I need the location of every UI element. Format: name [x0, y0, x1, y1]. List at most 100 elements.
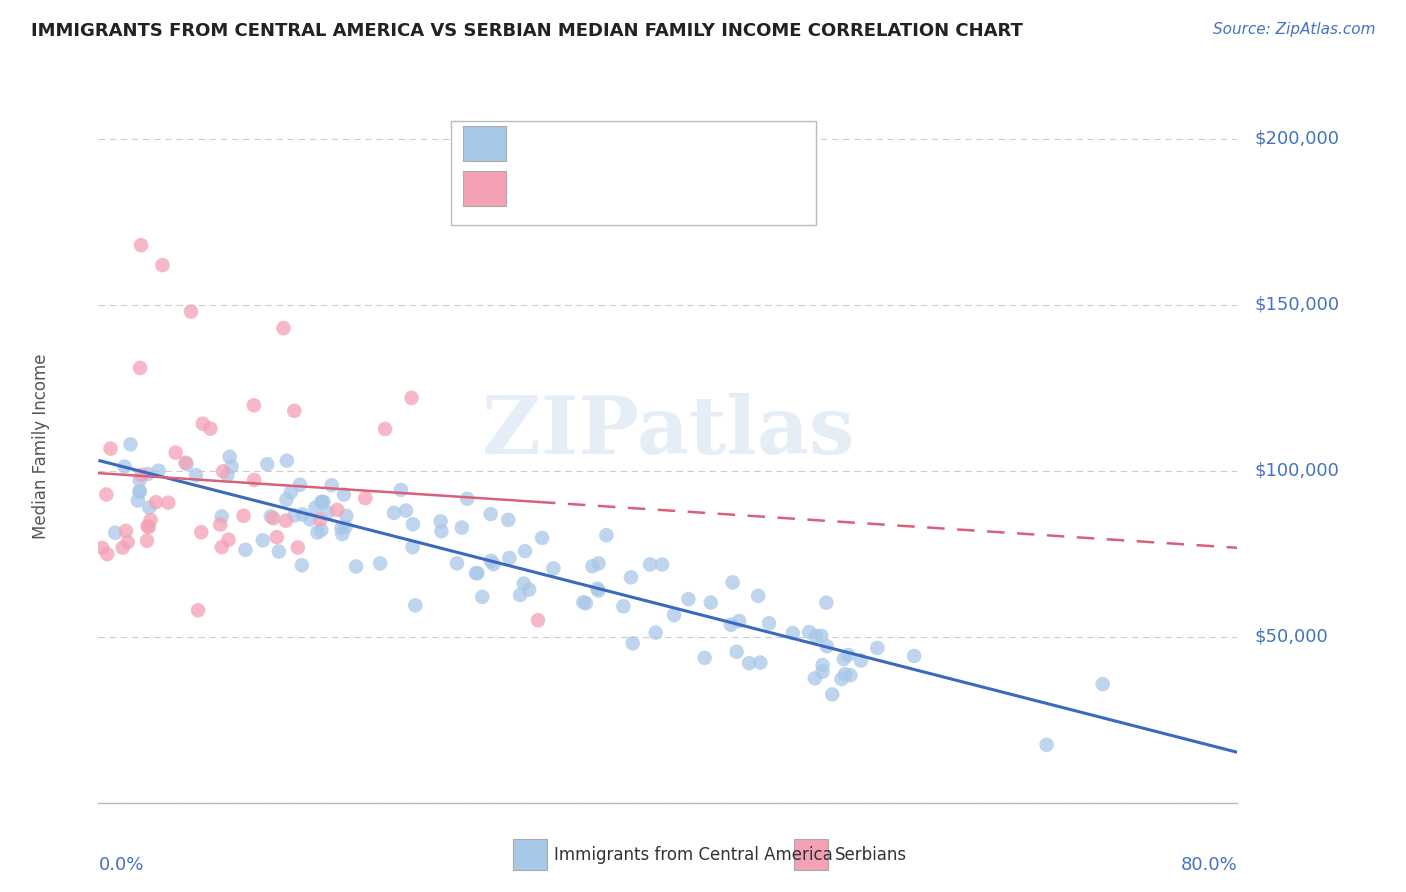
Point: [404, 599, 426, 613]
Point: [330, 521, 353, 535]
Point: [311, 495, 333, 509]
Point: [96, 487, 118, 501]
Point: [335, 508, 357, 523]
Point: [280, 485, 302, 500]
Point: [128, 473, 150, 487]
Point: [304, 500, 326, 515]
Point: [274, 514, 297, 528]
Point: [145, 495, 167, 509]
Point: [678, 592, 700, 607]
Point: [190, 525, 212, 540]
Point: [157, 496, 180, 510]
Point: [586, 582, 609, 596]
Point: [815, 596, 838, 610]
Point: [298, 512, 321, 526]
Point: [330, 527, 353, 541]
Point: [588, 557, 610, 571]
Point: [738, 656, 761, 670]
Point: [638, 558, 661, 572]
Point: [344, 559, 367, 574]
Point: [811, 658, 834, 673]
Point: [651, 558, 673, 572]
Point: [804, 671, 827, 685]
Point: [903, 648, 925, 663]
Point: [114, 459, 136, 474]
Point: [128, 483, 150, 498]
Point: [758, 616, 780, 631]
Point: [810, 629, 832, 643]
Point: [243, 398, 266, 412]
Point: [693, 651, 716, 665]
Point: [217, 468, 239, 483]
Point: [266, 530, 288, 544]
Point: [513, 544, 536, 558]
Point: [316, 506, 339, 520]
Point: [572, 595, 595, 609]
Point: [811, 665, 834, 679]
Text: Immigrants from Central America: Immigrants from Central America: [554, 846, 832, 863]
Point: [830, 672, 852, 686]
Point: [276, 492, 298, 507]
Point: [148, 464, 170, 478]
Point: [1035, 738, 1057, 752]
Point: [152, 258, 174, 272]
Text: 0.0%: 0.0%: [98, 856, 143, 874]
Point: [588, 583, 610, 598]
Point: [209, 517, 232, 532]
Point: [467, 566, 489, 581]
Point: [575, 596, 598, 610]
Point: [311, 523, 333, 537]
Text: $100,000: $100,000: [1254, 462, 1340, 480]
Point: [307, 525, 329, 540]
Point: [531, 531, 554, 545]
Point: [115, 524, 138, 538]
Point: [120, 437, 142, 451]
Text: ZIPatlas: ZIPatlas: [482, 392, 853, 471]
Point: [262, 511, 284, 525]
Point: [321, 478, 343, 492]
Point: [354, 491, 377, 506]
Point: [100, 442, 122, 456]
Point: [211, 540, 233, 554]
Point: [283, 508, 305, 523]
Point: [498, 513, 520, 527]
Point: [849, 653, 872, 667]
Point: [291, 558, 314, 573]
Point: [218, 450, 240, 464]
FancyBboxPatch shape: [463, 127, 506, 161]
Point: [252, 533, 274, 548]
Point: [174, 456, 197, 470]
Point: [309, 513, 332, 527]
Point: [117, 535, 139, 549]
Point: [267, 544, 290, 558]
Point: [232, 508, 254, 523]
Text: Median Family Income: Median Family Income: [32, 353, 51, 539]
Text: $200,000: $200,000: [1254, 130, 1340, 148]
Point: [212, 464, 235, 478]
Text: $50,000: $50,000: [1254, 628, 1329, 646]
Text: Serbians: Serbians: [835, 846, 907, 863]
Point: [450, 520, 472, 534]
Point: [837, 648, 859, 662]
Point: [482, 557, 505, 571]
Point: [747, 589, 769, 603]
Point: [382, 506, 405, 520]
Point: [333, 487, 356, 501]
Point: [260, 509, 283, 524]
Point: [402, 517, 425, 532]
Point: [283, 404, 305, 418]
Point: [721, 575, 744, 590]
FancyBboxPatch shape: [451, 121, 815, 225]
Point: [821, 688, 844, 702]
Bar: [794, 839, 828, 870]
Point: [129, 238, 152, 252]
Point: [368, 557, 391, 571]
Point: [374, 422, 396, 436]
Point: [235, 542, 257, 557]
Point: [479, 507, 502, 521]
Point: [96, 547, 118, 561]
Point: [311, 495, 333, 509]
FancyBboxPatch shape: [463, 171, 506, 205]
Point: [782, 626, 804, 640]
Point: [471, 590, 494, 604]
